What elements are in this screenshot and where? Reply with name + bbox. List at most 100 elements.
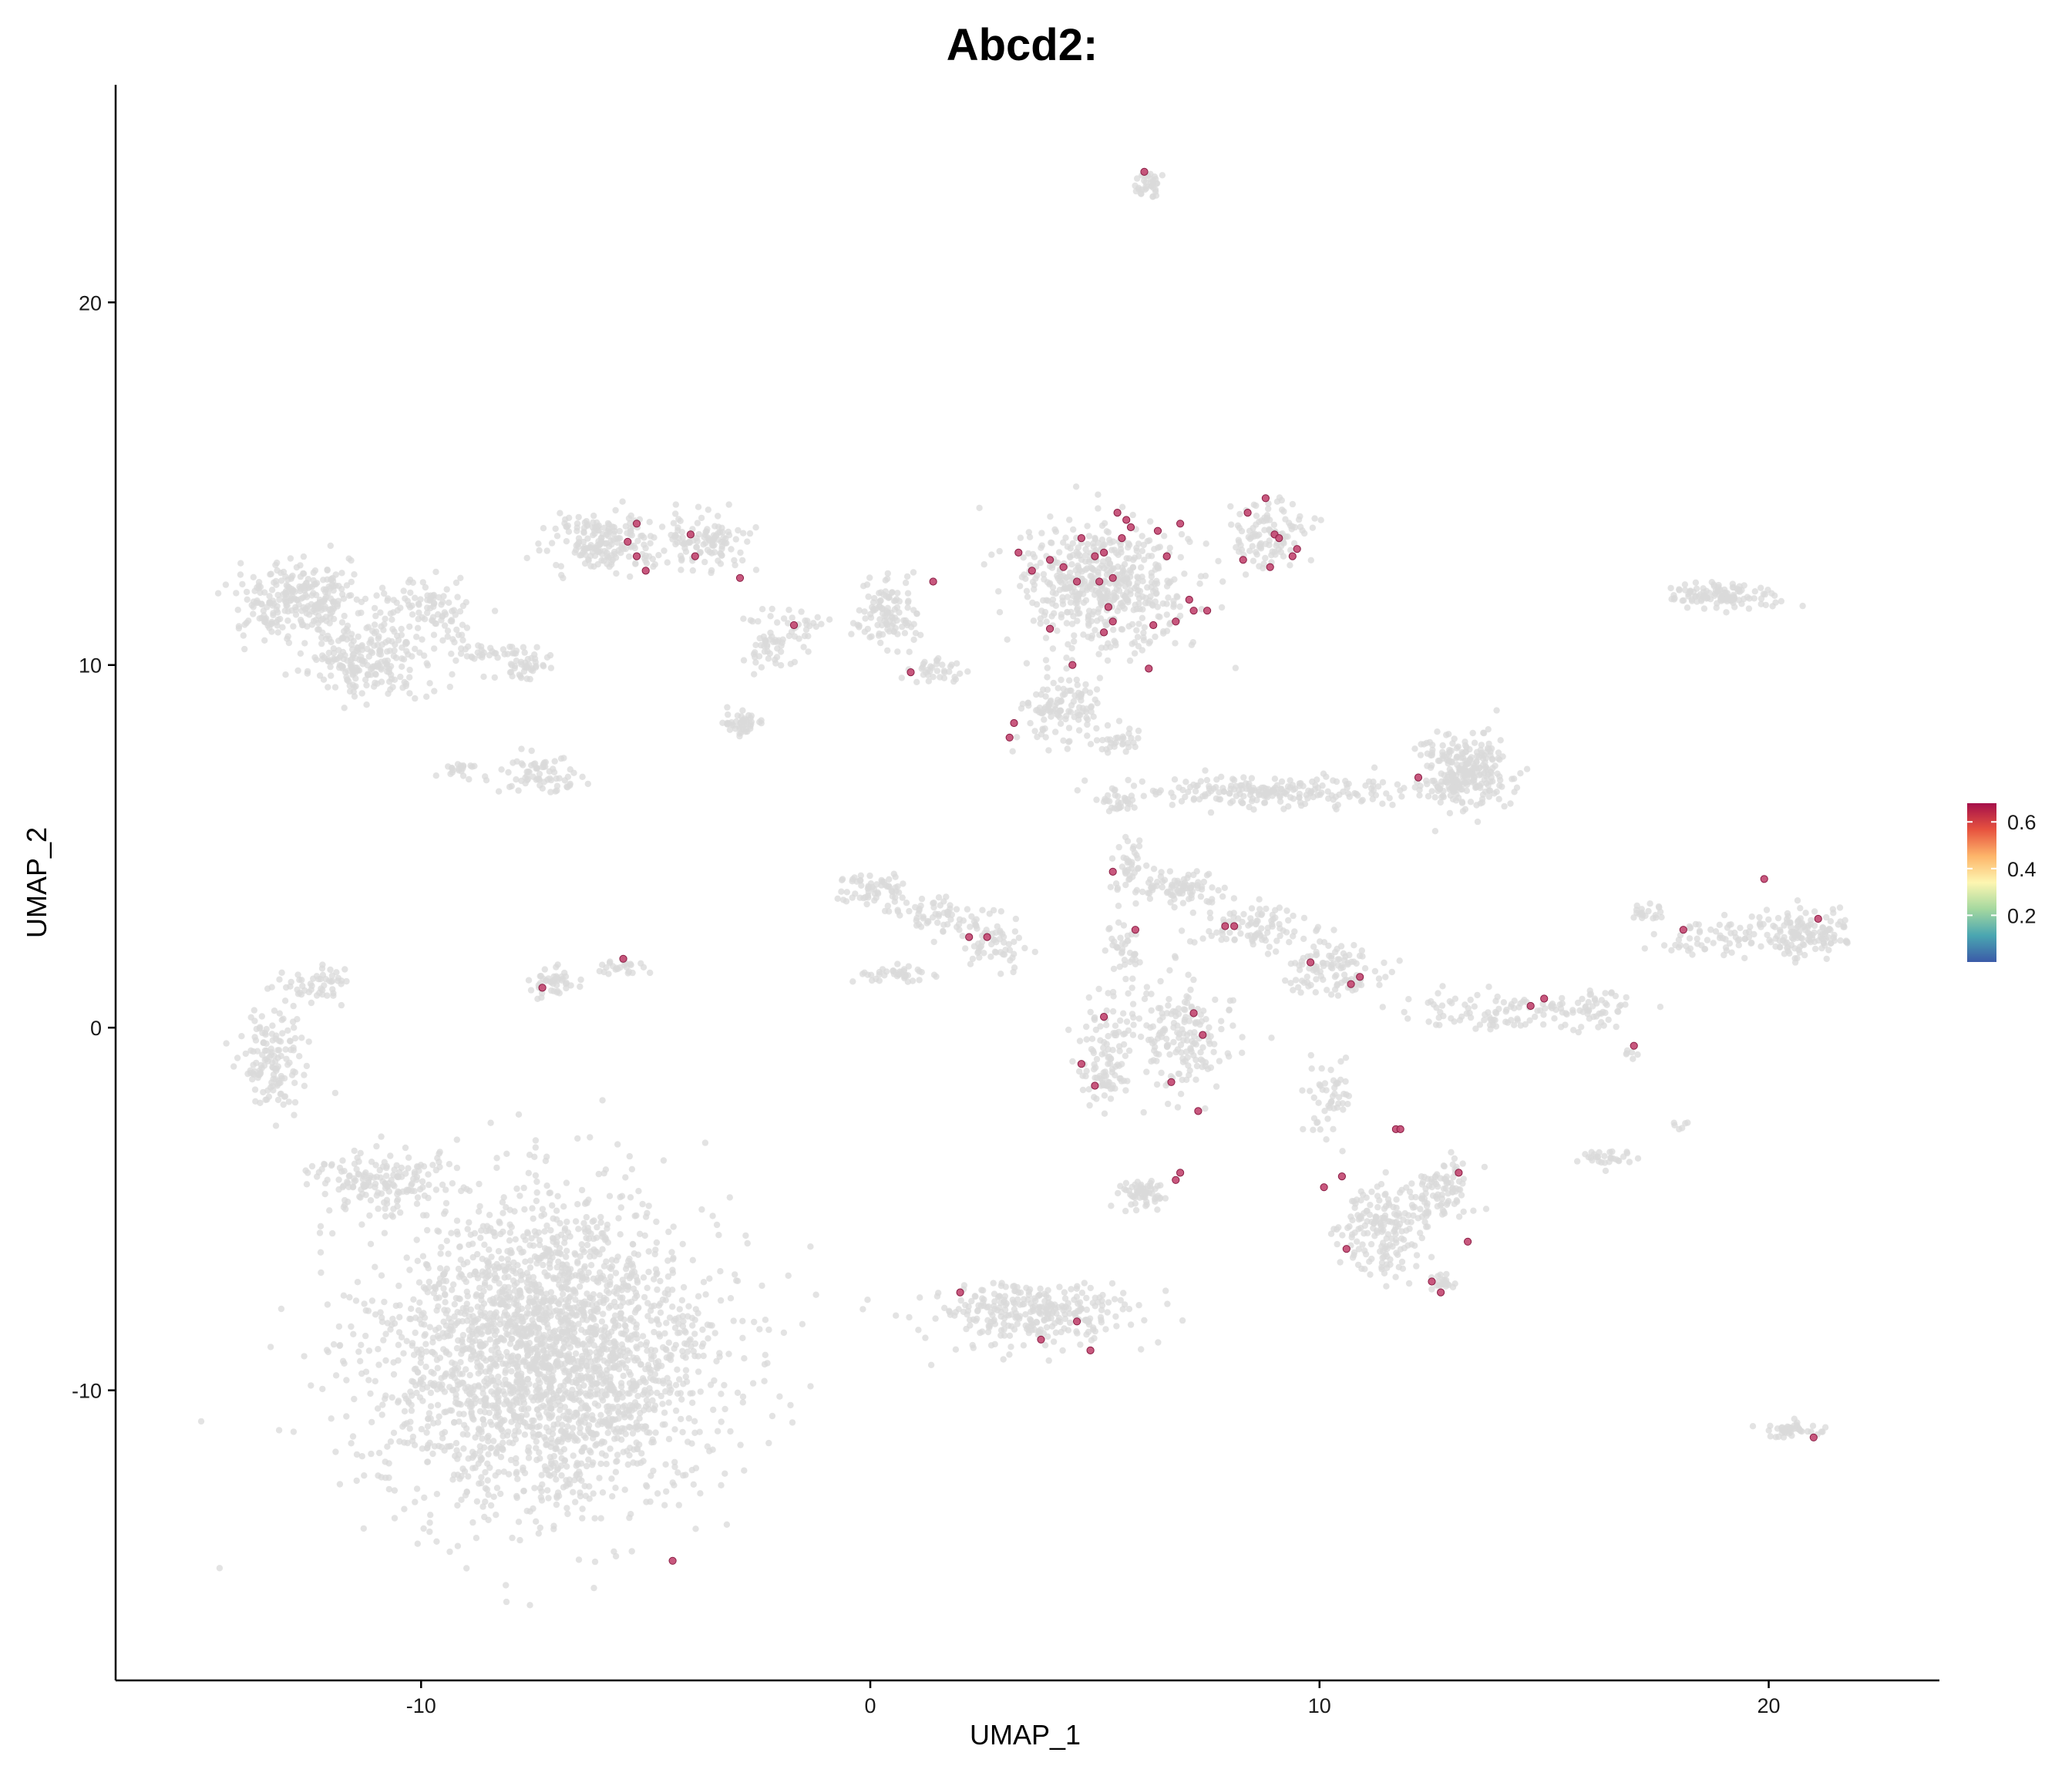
cell-point — [557, 1297, 564, 1303]
cell-point — [438, 1243, 445, 1251]
cell-point — [609, 1404, 616, 1411]
cell-point — [551, 1343, 558, 1350]
cell-point — [320, 676, 328, 683]
cell-point — [769, 1412, 776, 1420]
cell-point — [525, 1276, 532, 1283]
cell-point — [270, 1075, 277, 1083]
cell-point — [577, 1283, 584, 1290]
cell-point — [933, 668, 941, 674]
cell-point — [563, 1218, 570, 1226]
cell-point — [563, 538, 570, 545]
cell-point — [1131, 554, 1139, 561]
cell-point — [678, 1396, 685, 1403]
cell-point — [553, 1421, 561, 1428]
cell-point — [450, 607, 458, 614]
cell-point — [327, 610, 334, 617]
cell-point — [574, 1461, 581, 1468]
cell-point — [467, 1231, 474, 1239]
cell-point — [642, 1341, 650, 1349]
cell-point — [689, 1322, 696, 1329]
cell-point — [739, 707, 746, 714]
cell-point — [326, 1207, 333, 1214]
cell-point — [581, 547, 588, 554]
cell-point — [585, 1421, 593, 1429]
cell-point — [384, 1443, 391, 1450]
cell-point — [666, 1389, 674, 1397]
cell-point — [428, 1368, 435, 1376]
cell-point — [378, 1411, 385, 1418]
cell-point — [653, 1239, 661, 1246]
cell-point — [382, 639, 389, 646]
cell-point — [594, 1421, 601, 1428]
cell-point — [663, 1347, 670, 1354]
cell-point — [1152, 586, 1159, 594]
cell-point — [450, 1472, 458, 1478]
cell-point — [524, 1229, 531, 1236]
cell-point — [467, 762, 474, 769]
cell-point — [627, 1273, 634, 1280]
cell-point — [382, 1181, 388, 1188]
cell-point — [567, 1344, 574, 1351]
cell-point — [492, 1326, 499, 1333]
cell-point — [563, 523, 570, 530]
cell-point — [693, 534, 700, 542]
cell-point — [506, 643, 513, 651]
cell-point — [443, 1237, 450, 1245]
cell-point — [716, 1350, 723, 1357]
cell-point — [594, 1357, 601, 1364]
cell-point — [442, 1277, 450, 1285]
cell-point — [863, 581, 871, 588]
cell-point — [609, 1493, 616, 1500]
cell-point — [530, 1430, 536, 1437]
cell-point — [1095, 505, 1102, 512]
cell-point — [281, 590, 288, 597]
cell-point — [627, 1332, 635, 1340]
cell-point — [436, 1294, 442, 1301]
cell-point — [650, 1405, 657, 1412]
cell-point — [485, 1451, 492, 1458]
cell-point — [500, 1209, 506, 1216]
cell-point — [612, 1319, 619, 1326]
cell-point — [486, 1227, 493, 1234]
cell-point — [652, 1246, 659, 1253]
cell-point — [564, 1510, 571, 1518]
cell-point — [508, 1354, 515, 1361]
cell-point — [619, 1388, 626, 1396]
cell-point — [352, 675, 359, 682]
cell-point — [1062, 585, 1070, 593]
cell-point — [625, 968, 633, 975]
cell-point — [1017, 534, 1024, 541]
cell-point — [526, 1299, 533, 1307]
cell-point — [518, 745, 525, 752]
cell-point — [214, 590, 222, 597]
cell-point — [658, 523, 666, 530]
cell-point — [410, 1176, 417, 1182]
cell-point — [496, 1443, 503, 1450]
cell-point — [479, 1503, 486, 1510]
cell-point — [548, 1413, 555, 1421]
cell-point — [318, 1269, 325, 1276]
cell-point — [361, 1472, 368, 1479]
cell-point — [608, 1256, 616, 1263]
cell-point — [581, 1263, 588, 1270]
cell-point — [1061, 578, 1068, 585]
cell-point — [438, 1374, 445, 1382]
cell-point — [600, 1418, 607, 1426]
cell-point — [1170, 601, 1177, 608]
cell-point — [677, 517, 684, 524]
cell-point — [604, 1239, 611, 1246]
cell-point — [665, 1339, 672, 1347]
cell-point — [560, 1290, 567, 1298]
cell-point — [671, 1463, 678, 1471]
cell-point — [732, 1271, 738, 1278]
cell-point — [598, 1318, 606, 1325]
cell-point — [1083, 714, 1090, 722]
cell-point — [1178, 530, 1186, 538]
cell-point — [434, 1401, 442, 1409]
cell-point — [861, 608, 868, 615]
cell-point — [478, 1455, 486, 1462]
cell-point — [1115, 587, 1123, 594]
cell-point — [460, 1184, 467, 1191]
cell-point — [485, 1267, 492, 1275]
cell-point — [628, 1166, 636, 1173]
